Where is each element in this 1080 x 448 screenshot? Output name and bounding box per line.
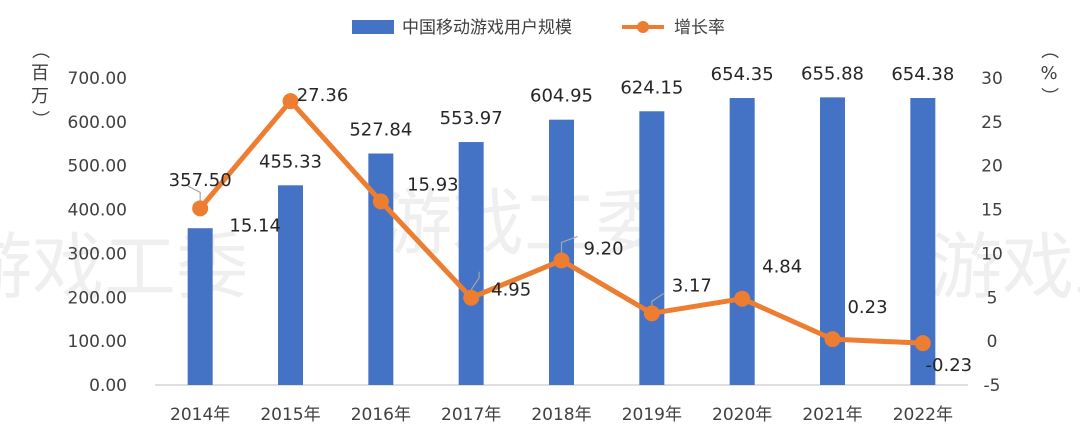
x-tick-label: 2014年 [170, 405, 230, 425]
x-tick-label: 2021年 [802, 405, 862, 425]
legend-bar-label: 中国移动游戏用户规模 [402, 18, 572, 38]
x-tick-label: 2019年 [622, 405, 682, 425]
left-unit-char: 百 [31, 63, 49, 84]
right-tick-label: 25 [981, 113, 1003, 133]
watermark-text-right: 游戏工委 [930, 225, 1080, 309]
left-tick-label: 300.00 [68, 244, 127, 264]
bar [729, 98, 755, 385]
right-tick-label: -5 [984, 376, 1001, 396]
leader-line [187, 185, 201, 201]
line-point [824, 331, 841, 348]
line-point [734, 290, 751, 307]
leader-line [470, 271, 480, 291]
legend-line-label: 增长率 [674, 18, 725, 38]
line-point [914, 335, 931, 352]
x-tick-label: 2015年 [260, 405, 320, 425]
right-unit-char: （ [1038, 41, 1059, 59]
left-unit-char: ） [29, 110, 50, 128]
right-unit-char: % [1040, 63, 1057, 84]
x-tick-label: 2018年 [531, 405, 591, 425]
growth-value-label: 4.95 [491, 280, 531, 301]
left-unit-char: 万 [31, 86, 49, 107]
right-tick-label: 5 [987, 288, 998, 308]
right-unit-char: ） [1038, 87, 1059, 105]
line-point [553, 252, 570, 269]
line-point [463, 289, 480, 306]
left-tick-label: 600.00 [68, 113, 127, 133]
growth-value-label: 9.20 [583, 238, 623, 259]
growth-value-label: 3.17 [672, 275, 712, 296]
left-tick-label: 0.00 [89, 376, 127, 396]
x-tick-label: 2022年 [893, 405, 953, 425]
right-tick-label: 30 [981, 69, 1003, 89]
right-tick-label: 20 [981, 157, 1003, 177]
bar-value-label: 604.95 [530, 86, 593, 107]
bar-value-label: 455.33 [259, 151, 322, 172]
bars [187, 97, 936, 386]
axis-units: （ 百万 ） （% ） [29, 41, 1059, 128]
bar-value-label: 527.84 [349, 120, 412, 141]
growth-line-layer [192, 93, 931, 352]
bar [458, 142, 484, 385]
line-point [643, 305, 660, 322]
bar-value-label: 357.50 [169, 170, 232, 191]
left-tick-label: 200.00 [68, 288, 127, 308]
line-point [282, 93, 299, 110]
data-labels: 357.50 455.33 527.84 553.97 604.95 624.15 654.… [169, 63, 972, 376]
growth-value-label: 27.36 [297, 85, 349, 106]
growth-value-label: 15.14 [229, 215, 281, 236]
legend-line-marker [637, 21, 649, 33]
line-point [192, 200, 209, 217]
line-point [372, 193, 389, 210]
bar [278, 185, 303, 385]
bar-value-label: 655.88 [801, 63, 864, 84]
x-tick-label: 2020年 [712, 405, 772, 425]
bar-value-label: 553.97 [440, 108, 503, 129]
x-tick-label: 2017年 [441, 405, 501, 425]
x-tick-label: 2016年 [351, 405, 411, 425]
legend-bar-swatch [352, 20, 394, 34]
bar-value-label: 624.15 [620, 77, 683, 98]
growth-value-label: -0.23 [926, 355, 973, 376]
left-tick-label: 400.00 [68, 201, 127, 221]
growth-value-label: 15.93 [407, 174, 459, 195]
bar-value-label: 654.38 [891, 64, 954, 85]
bar [639, 111, 665, 386]
growth-value-label: 0.23 [847, 297, 887, 318]
left-tick-label: 500.00 [68, 157, 127, 177]
left-tick-label: 100.00 [68, 332, 127, 352]
legend: 中国移动游戏用户规模 增长率 [352, 18, 725, 38]
bar [187, 228, 213, 385]
growth-value-label: 4.84 [762, 257, 802, 278]
right-tick-label: 15 [981, 201, 1003, 221]
left-tick-label: 700.00 [68, 69, 127, 89]
left-unit-char: （ [29, 41, 50, 59]
bar-value-label: 654.35 [711, 64, 774, 85]
right-tick-label: 10 [981, 244, 1003, 264]
right-tick-label: 0 [987, 332, 998, 352]
